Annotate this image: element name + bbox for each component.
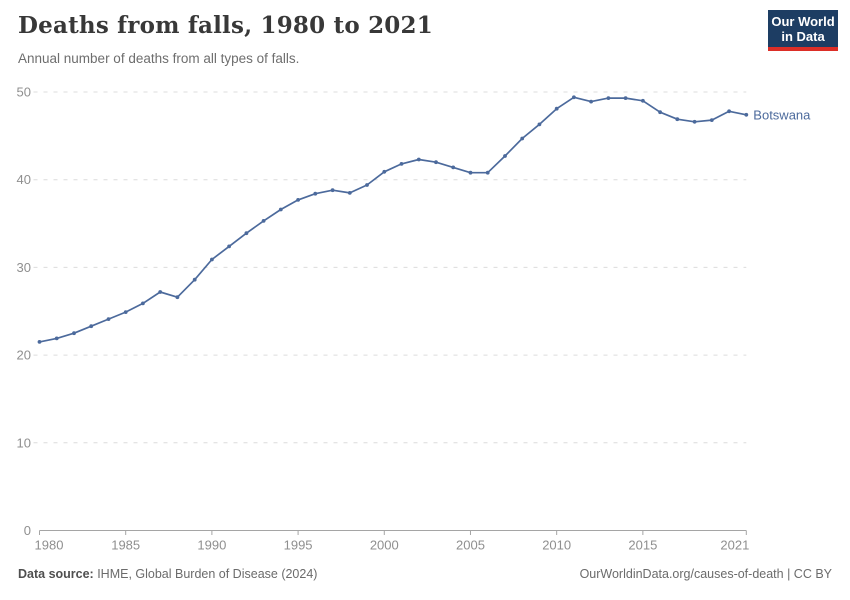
data-source-label: Data source: bbox=[18, 567, 94, 581]
data-point-marker[interactable] bbox=[244, 231, 249, 236]
y-axis-label: 20 bbox=[17, 348, 31, 363]
x-axis-label: 2010 bbox=[542, 538, 571, 553]
chart-subtitle: Annual number of deaths from all types o… bbox=[18, 51, 300, 66]
data-point-marker[interactable] bbox=[675, 117, 680, 122]
data-point-marker[interactable] bbox=[589, 99, 593, 104]
x-axis-label: 2000 bbox=[370, 538, 399, 553]
data-point-marker[interactable] bbox=[261, 219, 266, 223]
data-point-marker[interactable] bbox=[572, 95, 576, 100]
data-point-marker[interactable] bbox=[54, 336, 59, 341]
data-point-marker[interactable] bbox=[89, 324, 94, 329]
data-point-marker[interactable] bbox=[520, 136, 525, 141]
y-axis-label: 10 bbox=[17, 435, 31, 450]
y-axis-label: 50 bbox=[17, 85, 31, 100]
data-point-marker[interactable] bbox=[641, 98, 645, 103]
x-axis-label: 2015 bbox=[628, 538, 657, 553]
data-point-marker[interactable] bbox=[37, 340, 42, 344]
data-point-marker[interactable] bbox=[623, 96, 628, 100]
x-axis-label: 2005 bbox=[456, 538, 485, 553]
data-point-marker[interactable] bbox=[330, 188, 335, 193]
data-point-marker[interactable] bbox=[192, 277, 197, 282]
x-axis-label: 1980 bbox=[35, 538, 64, 553]
data-point-marker[interactable] bbox=[692, 119, 697, 124]
data-point-marker[interactable] bbox=[72, 331, 76, 336]
data-point-marker[interactable] bbox=[347, 191, 352, 195]
data-point-marker[interactable] bbox=[106, 317, 111, 321]
data-point-marker[interactable] bbox=[141, 301, 145, 306]
data-point-marker[interactable] bbox=[210, 257, 214, 262]
data-point-marker[interactable] bbox=[709, 118, 714, 122]
x-axis-label: 1985 bbox=[111, 538, 140, 553]
x-axis-label: 1990 bbox=[197, 538, 226, 553]
y-axis-label: 40 bbox=[17, 172, 31, 187]
data-point-marker[interactable] bbox=[744, 112, 749, 117]
data-point-marker[interactable] bbox=[468, 170, 473, 175]
data-point-marker[interactable] bbox=[382, 169, 387, 174]
credit-link[interactable]: OurWorldinData.org/causes-of-death | CC … bbox=[579, 567, 832, 581]
chart-footer: Data source: IHME, Global Burden of Dise… bbox=[18, 567, 832, 581]
owid-logo-line2: in Data bbox=[781, 29, 825, 44]
series-end-label[interactable]: Botswana bbox=[753, 107, 811, 122]
data-source: Data source: IHME, Global Burden of Dise… bbox=[18, 567, 317, 581]
data-point-marker[interactable] bbox=[365, 183, 369, 187]
data-source-text: IHME, Global Burden of Disease (2024) bbox=[93, 567, 318, 581]
series-line[interactable] bbox=[38, 96, 748, 343]
data-point-marker[interactable] bbox=[485, 170, 490, 175]
data-point-marker[interactable] bbox=[606, 96, 611, 100]
owid-logo-line1: Our World bbox=[771, 14, 835, 29]
data-point-marker[interactable] bbox=[313, 191, 318, 196]
y-axis-label: 30 bbox=[17, 260, 31, 275]
data-point-marker[interactable] bbox=[296, 198, 300, 202]
owid-logo[interactable]: Our World in Data bbox=[768, 10, 838, 51]
data-point-marker[interactable] bbox=[537, 122, 542, 127]
data-point-marker[interactable] bbox=[399, 162, 404, 166]
data-point-marker[interactable] bbox=[503, 154, 507, 158]
data-point-marker[interactable] bbox=[451, 165, 456, 170]
data-point-marker[interactable] bbox=[123, 310, 128, 314]
data-point-marker[interactable] bbox=[727, 109, 731, 114]
y-axis-label: 0 bbox=[24, 523, 31, 538]
data-point-marker[interactable] bbox=[227, 244, 232, 249]
x-axis-label: 2021 bbox=[720, 538, 749, 553]
data-point-marker[interactable] bbox=[175, 295, 180, 300]
x-axis-label: 1995 bbox=[284, 538, 313, 553]
data-point-marker[interactable] bbox=[554, 106, 559, 111]
data-point-marker[interactable] bbox=[278, 207, 283, 212]
data-point-marker[interactable] bbox=[158, 290, 163, 294]
data-point-marker[interactable] bbox=[416, 157, 421, 162]
data-point-marker[interactable] bbox=[658, 110, 662, 115]
page-title: Deaths from falls, 1980 to 2021 bbox=[18, 12, 433, 39]
data-point-marker[interactable] bbox=[434, 160, 438, 165]
